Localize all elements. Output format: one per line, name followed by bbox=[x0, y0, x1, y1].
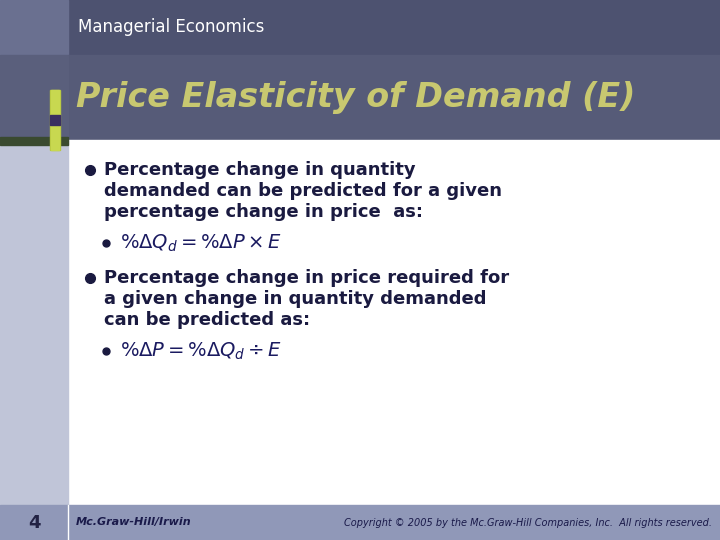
Text: 4: 4 bbox=[28, 514, 40, 531]
Bar bbox=[0, 137, 68, 145]
Text: Percentage change in quantity: Percentage change in quantity bbox=[104, 161, 415, 179]
Text: Managerial Economics: Managerial Economics bbox=[78, 18, 264, 37]
Bar bbox=[0, 0, 68, 540]
Text: Price Elasticity of Demand (E): Price Elasticity of Demand (E) bbox=[76, 81, 635, 114]
Text: a given change in quantity demanded: a given change in quantity demanded bbox=[104, 290, 487, 308]
Bar bbox=[0, 145, 68, 200]
Bar bbox=[68, 140, 720, 505]
Bar bbox=[0, 0, 68, 55]
Bar bbox=[68, 55, 720, 140]
Bar bbox=[50, 90, 60, 150]
Text: demanded can be predicted for a given: demanded can be predicted for a given bbox=[104, 182, 502, 200]
Bar bbox=[0, 0, 68, 200]
Bar bbox=[68, 0, 720, 55]
Bar bbox=[50, 115, 60, 125]
Text: percentage change in price  as:: percentage change in price as: bbox=[104, 203, 423, 221]
Bar bbox=[0, 55, 68, 140]
Text: Mc.Graw-Hill/Irwin: Mc.Graw-Hill/Irwin bbox=[76, 517, 192, 528]
Text: can be predicted as:: can be predicted as: bbox=[104, 311, 310, 329]
Text: $\%\Delta P = \%\Delta Q_d \div E$: $\%\Delta P = \%\Delta Q_d \div E$ bbox=[120, 340, 282, 362]
Bar bbox=[51, 90, 59, 150]
Text: $\%\Delta Q_d = \%\Delta P \times E$: $\%\Delta Q_d = \%\Delta P \times E$ bbox=[120, 232, 282, 254]
Bar bbox=[0, 140, 68, 505]
Bar bbox=[0, 505, 720, 540]
Text: Copyright © 2005 by the Mc.Graw-Hill Companies, Inc.  All rights reserved.: Copyright © 2005 by the Mc.Graw-Hill Com… bbox=[344, 517, 712, 528]
Text: Percentage change in price required for: Percentage change in price required for bbox=[104, 269, 509, 287]
